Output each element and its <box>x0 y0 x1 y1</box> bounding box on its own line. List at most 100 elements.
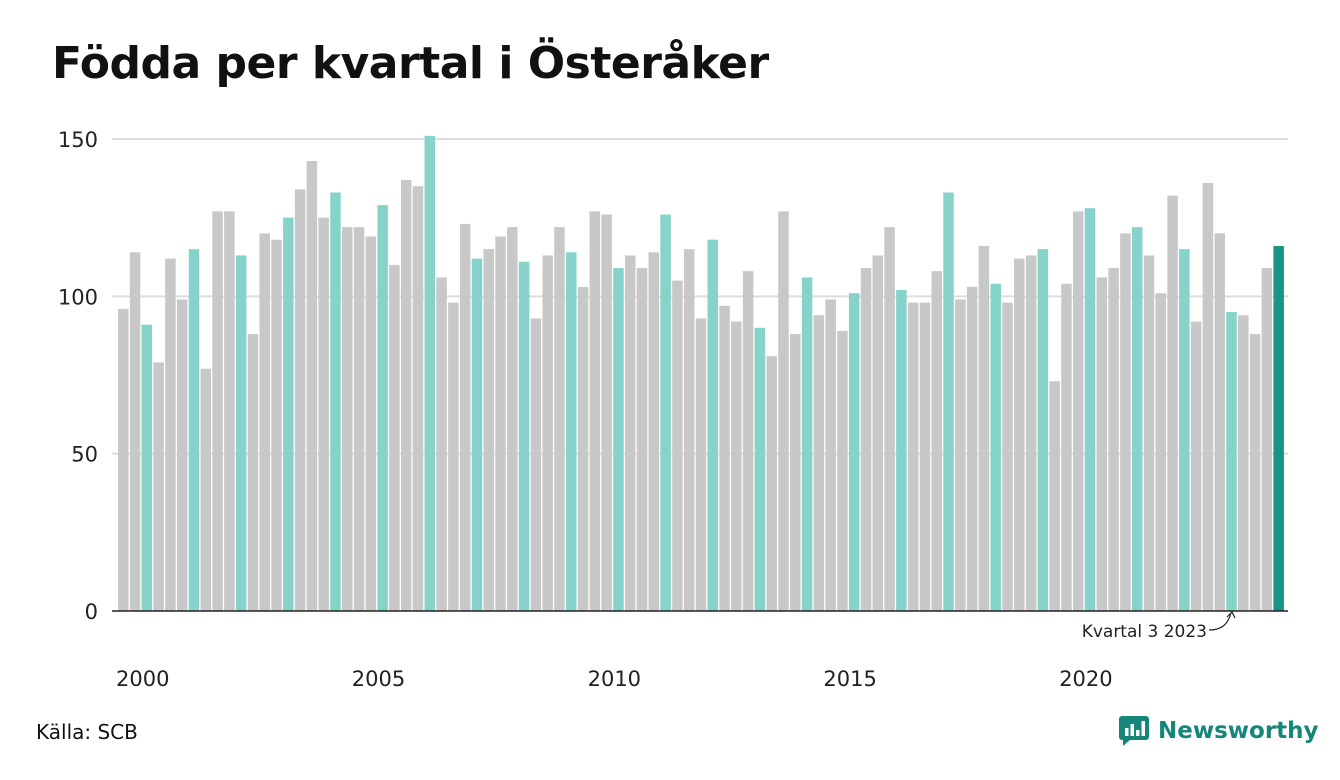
bar <box>1131 227 1143 612</box>
bar <box>778 211 789 611</box>
bar <box>1226 312 1237 611</box>
bar <box>978 245 990 612</box>
bar <box>377 205 388 611</box>
bar <box>259 233 270 611</box>
bar <box>801 277 813 611</box>
bar <box>448 302 459 611</box>
annotation: Kvartal 3 2023 <box>1082 610 1236 642</box>
bar <box>1190 321 1202 611</box>
bar <box>353 227 365 612</box>
x-tick-label: 2005 <box>352 667 405 691</box>
bar <box>518 261 530 611</box>
y-tick-label: 0 <box>85 600 98 624</box>
bar <box>330 192 341 612</box>
brand-logo: Newsworthy <box>1118 714 1319 748</box>
bar <box>141 324 153 611</box>
bar <box>400 179 412 611</box>
bar <box>648 252 660 611</box>
bar <box>966 286 978 611</box>
bar <box>1096 277 1108 611</box>
bar <box>613 268 624 611</box>
bar <box>695 318 707 611</box>
bar <box>342 227 353 612</box>
bar <box>848 293 860 611</box>
bar <box>1167 195 1178 611</box>
x-tick-label: 2000 <box>116 667 169 691</box>
bar <box>896 290 907 611</box>
bar <box>283 217 294 612</box>
chart-title: Födda per kvartal i Österåker <box>52 38 769 89</box>
bar <box>365 236 377 612</box>
bar <box>188 249 200 611</box>
bar <box>683 249 695 611</box>
annotation-label: Kvartal 3 2023 <box>1082 622 1207 642</box>
bar <box>990 283 1001 611</box>
bar <box>884 227 895 612</box>
annotation-arrowhead <box>1226 610 1236 619</box>
x-tick-label: 2010 <box>588 667 641 691</box>
bar <box>660 214 671 611</box>
bar <box>224 211 235 611</box>
bar <box>742 271 754 611</box>
bar <box>1072 211 1084 611</box>
bar <box>1273 245 1284 612</box>
bar <box>1014 258 1025 611</box>
bar <box>1049 381 1060 611</box>
bar <box>247 334 259 611</box>
bar <box>1143 255 1155 611</box>
bar <box>212 211 223 611</box>
bar <box>790 334 801 611</box>
bar <box>577 286 589 611</box>
bar <box>825 299 836 611</box>
bar <box>672 280 683 611</box>
y-tick-label: 150 <box>58 128 98 152</box>
bar <box>1179 249 1190 611</box>
bar <box>1155 293 1167 611</box>
bar <box>860 268 872 611</box>
bar <box>907 302 919 611</box>
bar <box>943 192 954 612</box>
x-tick-label: 2015 <box>823 667 876 691</box>
bar <box>624 255 636 611</box>
bar <box>542 255 553 611</box>
bar <box>424 135 436 611</box>
bar <box>459 223 471 611</box>
y-axis-labels: 0 50 100 150 <box>58 128 98 624</box>
bar <box>931 271 943 611</box>
bar <box>318 217 329 612</box>
bar <box>1037 249 1049 611</box>
bar <box>1238 315 1249 611</box>
bar <box>719 305 730 611</box>
bar <box>731 321 742 611</box>
x-tick-label: 2020 <box>1059 667 1112 691</box>
bar <box>707 239 718 611</box>
bar <box>1202 183 1214 612</box>
bar <box>766 356 777 611</box>
bar <box>1261 268 1273 611</box>
bar <box>271 239 282 611</box>
y-tick-label: 50 <box>71 443 98 467</box>
bar <box>483 249 494 611</box>
bar <box>176 299 188 611</box>
x-axis-labels: 2000 2005 2010 2015 2020 <box>116 667 1113 691</box>
bar <box>601 214 612 611</box>
bar <box>554 227 565 612</box>
bar <box>754 327 766 611</box>
bar <box>1084 208 1096 612</box>
bar <box>566 252 577 611</box>
bar <box>955 299 966 611</box>
bar <box>471 258 483 611</box>
bar <box>294 189 306 611</box>
bar <box>589 211 601 611</box>
bar <box>1214 233 1225 611</box>
bar <box>118 308 129 611</box>
bar <box>153 362 164 611</box>
bar <box>306 161 318 611</box>
bar <box>507 227 518 612</box>
bar <box>412 186 424 611</box>
bar <box>813 315 825 611</box>
bar <box>165 258 176 611</box>
annotation-arrow <box>1208 612 1232 631</box>
bar <box>200 368 212 611</box>
